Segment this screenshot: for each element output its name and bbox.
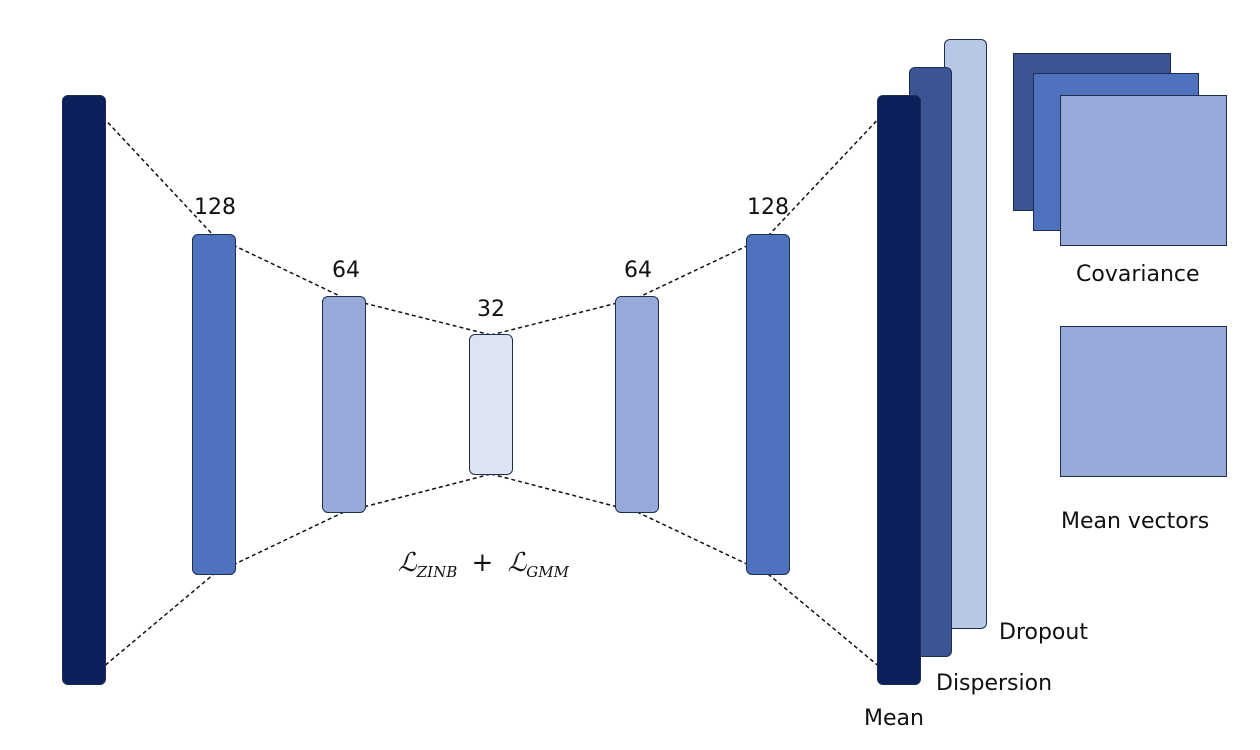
decoder-layer1-size: 64 — [624, 258, 652, 283]
decoder-layer2-size: 128 — [747, 195, 789, 220]
input-layer — [62, 95, 106, 685]
dashed-line — [767, 96, 900, 237]
loss-term-zinb: ℒZINB — [398, 548, 458, 582]
dashed-line — [343, 297, 492, 336]
covariance-label: Covariance — [1076, 262, 1200, 287]
encoder-layer-64 — [322, 296, 366, 513]
encoder-layer1-size: 128 — [194, 195, 236, 220]
mean-label: Mean — [864, 706, 924, 731]
encoder-layer-128 — [192, 234, 236, 575]
encoder-layer2-size: 64 — [332, 258, 360, 283]
dashed-line — [343, 473, 492, 513]
loss-plus: + — [471, 548, 494, 578]
loss-formula: ℒZINB + ℒGMM — [398, 548, 569, 581]
bottleneck-size: 32 — [477, 297, 505, 322]
decoder-layer-64 — [615, 296, 659, 513]
bottleneck-layer — [469, 334, 513, 475]
mean-vectors-matrix — [1060, 326, 1227, 477]
mean-vectors-label: Mean vectors — [1061, 509, 1210, 534]
dropout-label: Dropout — [999, 620, 1088, 645]
covariance-matrix-front — [1060, 95, 1227, 246]
decoder-layer-128 — [746, 234, 790, 575]
dispersion-label: Dispersion — [936, 671, 1053, 696]
mean-layer — [877, 95, 921, 685]
loss-term-gmm: ℒGMM — [507, 548, 569, 582]
